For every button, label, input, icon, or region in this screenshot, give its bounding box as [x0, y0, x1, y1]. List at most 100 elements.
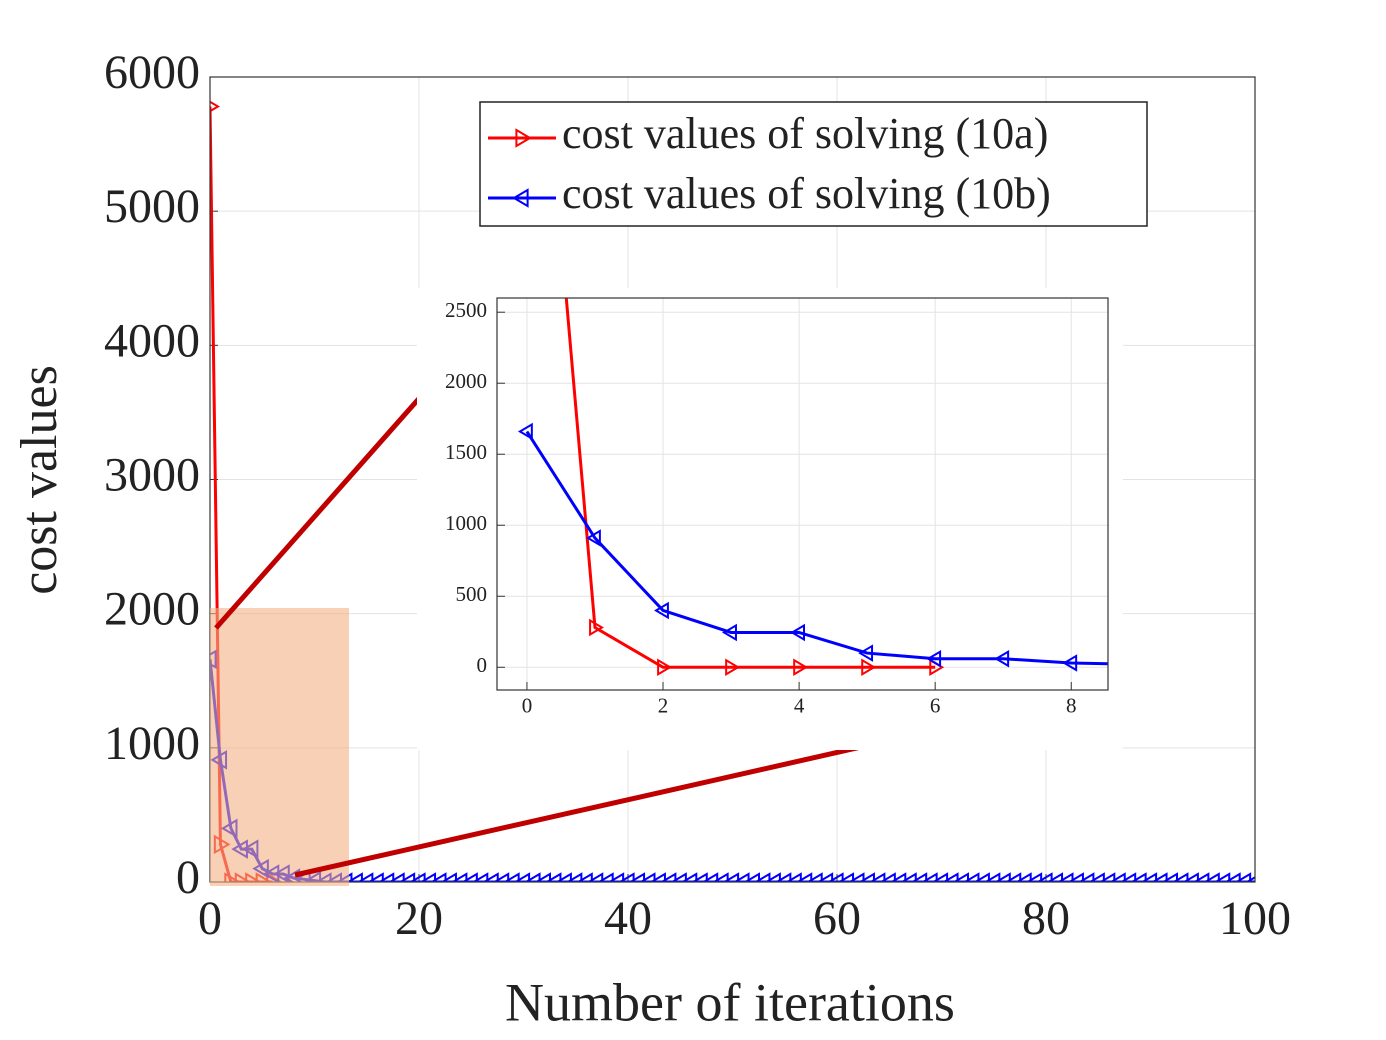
data-point [377, 872, 395, 882]
legend-label: cost values of solving (10b) [562, 169, 1051, 218]
data-point [565, 872, 583, 882]
x-tick-label: 80 [1022, 892, 1070, 945]
data-point [941, 872, 959, 882]
axes-frame [209, 76, 1256, 883]
data-point [503, 872, 520, 882]
legend-label: cost values of solving (10a) [562, 109, 1048, 158]
data-point [534, 872, 551, 882]
data-point [1098, 872, 1116, 882]
data-point [973, 872, 990, 882]
data-point [589, 618, 604, 637]
data-point [722, 872, 740, 882]
data-point [900, 872, 917, 882]
x-tick-label: 4 [794, 694, 805, 718]
data-point [926, 650, 942, 668]
x-tick-label: 100 [1219, 892, 1291, 945]
data-point [816, 872, 834, 882]
y-tick-label: 1500 [445, 440, 487, 464]
data-point [654, 601, 669, 620]
data-point [725, 658, 741, 677]
data-point [753, 872, 771, 882]
x-tick-label: 8 [1066, 694, 1077, 718]
data-point [1015, 872, 1032, 882]
inset-axes: 0 500 1000 1500 2000 2500 0 2 4 6 8 [417, 288, 1123, 750]
data-point [482, 872, 499, 882]
data-point [1213, 872, 1231, 882]
data-point [398, 872, 416, 882]
data-point [1062, 654, 1078, 672]
data-point [1161, 872, 1178, 882]
data-point [1150, 872, 1168, 882]
data-point [994, 650, 1010, 668]
data-point [618, 872, 635, 882]
data-point [785, 872, 802, 882]
data-point [1004, 872, 1022, 882]
data-point [921, 872, 938, 882]
data-point [1056, 872, 1074, 882]
data-point [889, 872, 907, 882]
data-point [847, 872, 865, 882]
data-point [367, 872, 384, 882]
data-point [544, 872, 562, 882]
data-point [356, 872, 374, 882]
plot-content [517, 298, 1108, 677]
zoom-region [210, 608, 349, 886]
data-point [628, 872, 646, 882]
x-axis-label: Number of iterations [505, 972, 955, 1032]
data-point [517, 422, 533, 441]
data-point [680, 872, 698, 882]
data-point [837, 872, 855, 882]
data-point [879, 872, 896, 882]
x-tick-label: 6 [930, 694, 941, 718]
data-point [607, 872, 625, 882]
data-point [429, 872, 447, 882]
data-point [1140, 872, 1158, 882]
data-point [827, 872, 844, 882]
data-point [1119, 872, 1137, 882]
data-point [910, 872, 928, 882]
data-point [712, 872, 729, 882]
x-tick-label: 2 [658, 694, 669, 718]
data-point [1077, 872, 1095, 882]
data-point [806, 872, 823, 882]
data-point [1192, 872, 1210, 882]
data-point [774, 872, 792, 882]
data-point [471, 872, 489, 882]
legend-marker [515, 128, 532, 148]
y-tick-label: 5000 [104, 180, 200, 233]
data-point [722, 623, 737, 642]
data-point [659, 872, 677, 882]
y-tick-label: 1000 [445, 511, 487, 535]
y-tick-label: 2000 [104, 583, 200, 636]
data-point [1224, 872, 1241, 882]
data-point [1130, 872, 1147, 882]
data-point [419, 872, 437, 882]
data-point [210, 100, 220, 113]
data-point [409, 872, 426, 882]
legend-box [479, 101, 1148, 227]
data-point [555, 872, 572, 882]
data-point [576, 872, 593, 882]
x-tick-label: 60 [813, 892, 861, 945]
data-point [523, 872, 541, 882]
data-point [858, 872, 875, 882]
data-point [586, 872, 604, 882]
data-point [1182, 872, 1199, 882]
y-tick-label: 1000 [104, 717, 200, 770]
data-point [1067, 872, 1084, 882]
data-point [649, 872, 666, 882]
data-point [691, 872, 708, 882]
data-point [793, 658, 809, 677]
data-point [952, 872, 969, 882]
y-tick-label: 500 [456, 582, 488, 606]
data-point [586, 529, 601, 547]
axes-frame [496, 297, 1109, 691]
data-point [461, 872, 478, 882]
data-point [346, 872, 363, 882]
data-point [868, 872, 886, 882]
y-tick-label: 0 [477, 653, 488, 677]
data-point [795, 872, 813, 882]
data-point [743, 872, 760, 882]
data-point [858, 644, 874, 662]
